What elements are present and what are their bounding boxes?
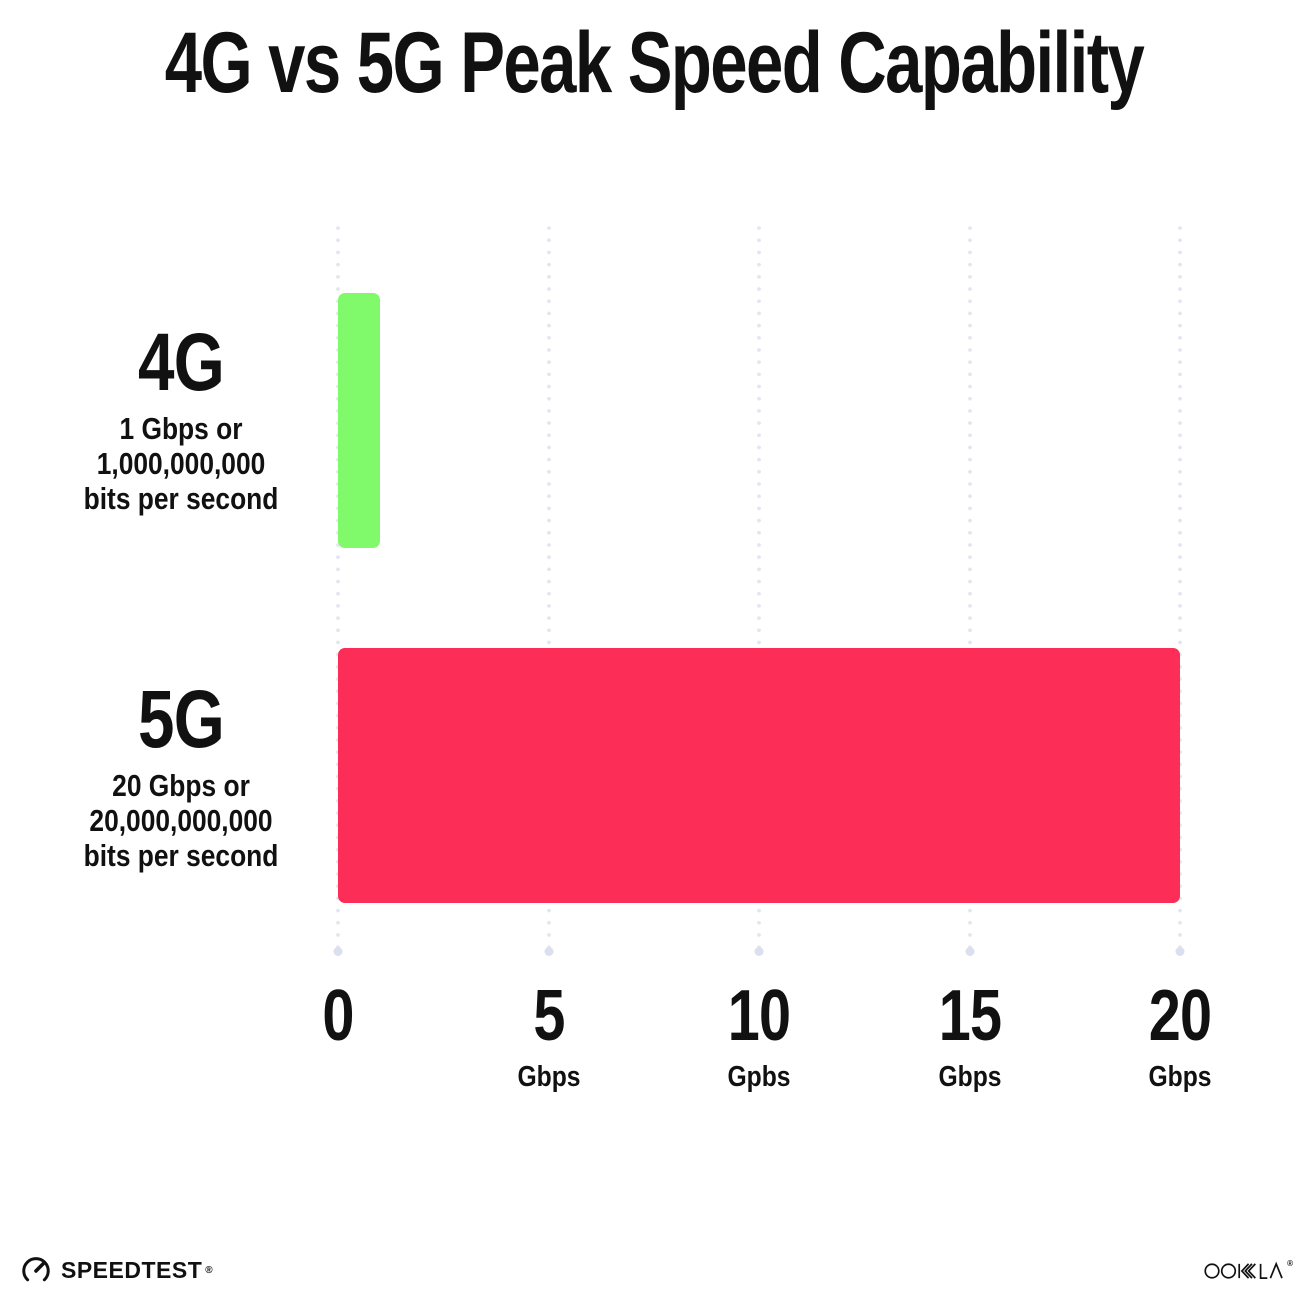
category-desc-5g: 20 Gbps or 20,000,000,000 bits per secon… xyxy=(41,768,322,873)
x-tick-10: 10 Gpbs xyxy=(720,980,798,1094)
speedtest-trademark: ® xyxy=(205,1264,213,1276)
category-desc-5g-line1: 20 Gbps or xyxy=(112,768,250,803)
x-tick-20-unit: Gbps xyxy=(1148,1061,1212,1093)
ookla-trademark: ® xyxy=(1287,1259,1293,1268)
plot-area xyxy=(336,222,1182,948)
bar-5g xyxy=(338,648,1180,903)
x-tick-5-number: 5 xyxy=(532,976,565,1056)
speedtest-logo: SPEEDTEST ® xyxy=(20,1254,213,1286)
x-tick-5-unit: Gbps xyxy=(516,1061,581,1093)
category-name-4g: 4G xyxy=(138,317,225,408)
x-axis: 0 5 Gbps 10 Gpbs 15 Gbps 20 Gbps xyxy=(322,980,1212,1110)
bar-4g xyxy=(338,293,381,548)
category-desc-4g-line2: 1,000,000,000 xyxy=(96,446,266,481)
gridline-5 xyxy=(546,222,551,948)
ookla-logo: ® xyxy=(1204,1259,1293,1281)
x-tick-15-unit: Gbps xyxy=(937,1061,1002,1093)
category-desc-4g-line1: 1 Gbps or xyxy=(119,411,243,446)
x-tick-15-number: 15 xyxy=(938,976,1001,1056)
x-tick-5: 5 Gbps xyxy=(511,980,585,1094)
x-tick-15: 15 Gbps xyxy=(930,980,1008,1094)
category-name-5g: 5G xyxy=(138,674,225,765)
category-label-5g: 5G 20 Gbps or 20,000,000,000 bits per se… xyxy=(16,674,346,874)
category-desc-4g: 1 Gbps or 1,000,000,000 bits per second xyxy=(41,411,322,516)
category-desc-4g-line3: bits per second xyxy=(83,481,279,516)
x-tick-10-unit: Gpbs xyxy=(727,1061,791,1093)
ookla-wordmark-icon xyxy=(1204,1261,1286,1281)
gridline-20 xyxy=(1178,222,1182,948)
x-tick-20: 20 Gbps xyxy=(1141,980,1219,1094)
speedtest-gauge-icon xyxy=(20,1254,52,1286)
x-tick-0: 0 xyxy=(318,980,357,1061)
x-tick-10-number: 10 xyxy=(727,976,791,1056)
x-tick-20-number: 20 xyxy=(1148,976,1212,1056)
category-desc-5g-line3: bits per second xyxy=(83,838,279,873)
gridline-0 xyxy=(336,222,340,948)
chart-title: 4G vs 5G Peak Speed Capability xyxy=(164,15,1145,111)
gridline-15 xyxy=(967,222,972,948)
speedtest-wordmark: SPEEDTEST xyxy=(61,1256,203,1283)
gridline-10 xyxy=(757,222,761,948)
x-tick-0-number: 0 xyxy=(322,976,354,1056)
category-desc-5g-line2: 20,000,000,000 xyxy=(89,803,273,838)
category-label-4g: 4G 1 Gbps or 1,000,000,000 bits per seco… xyxy=(16,317,346,517)
